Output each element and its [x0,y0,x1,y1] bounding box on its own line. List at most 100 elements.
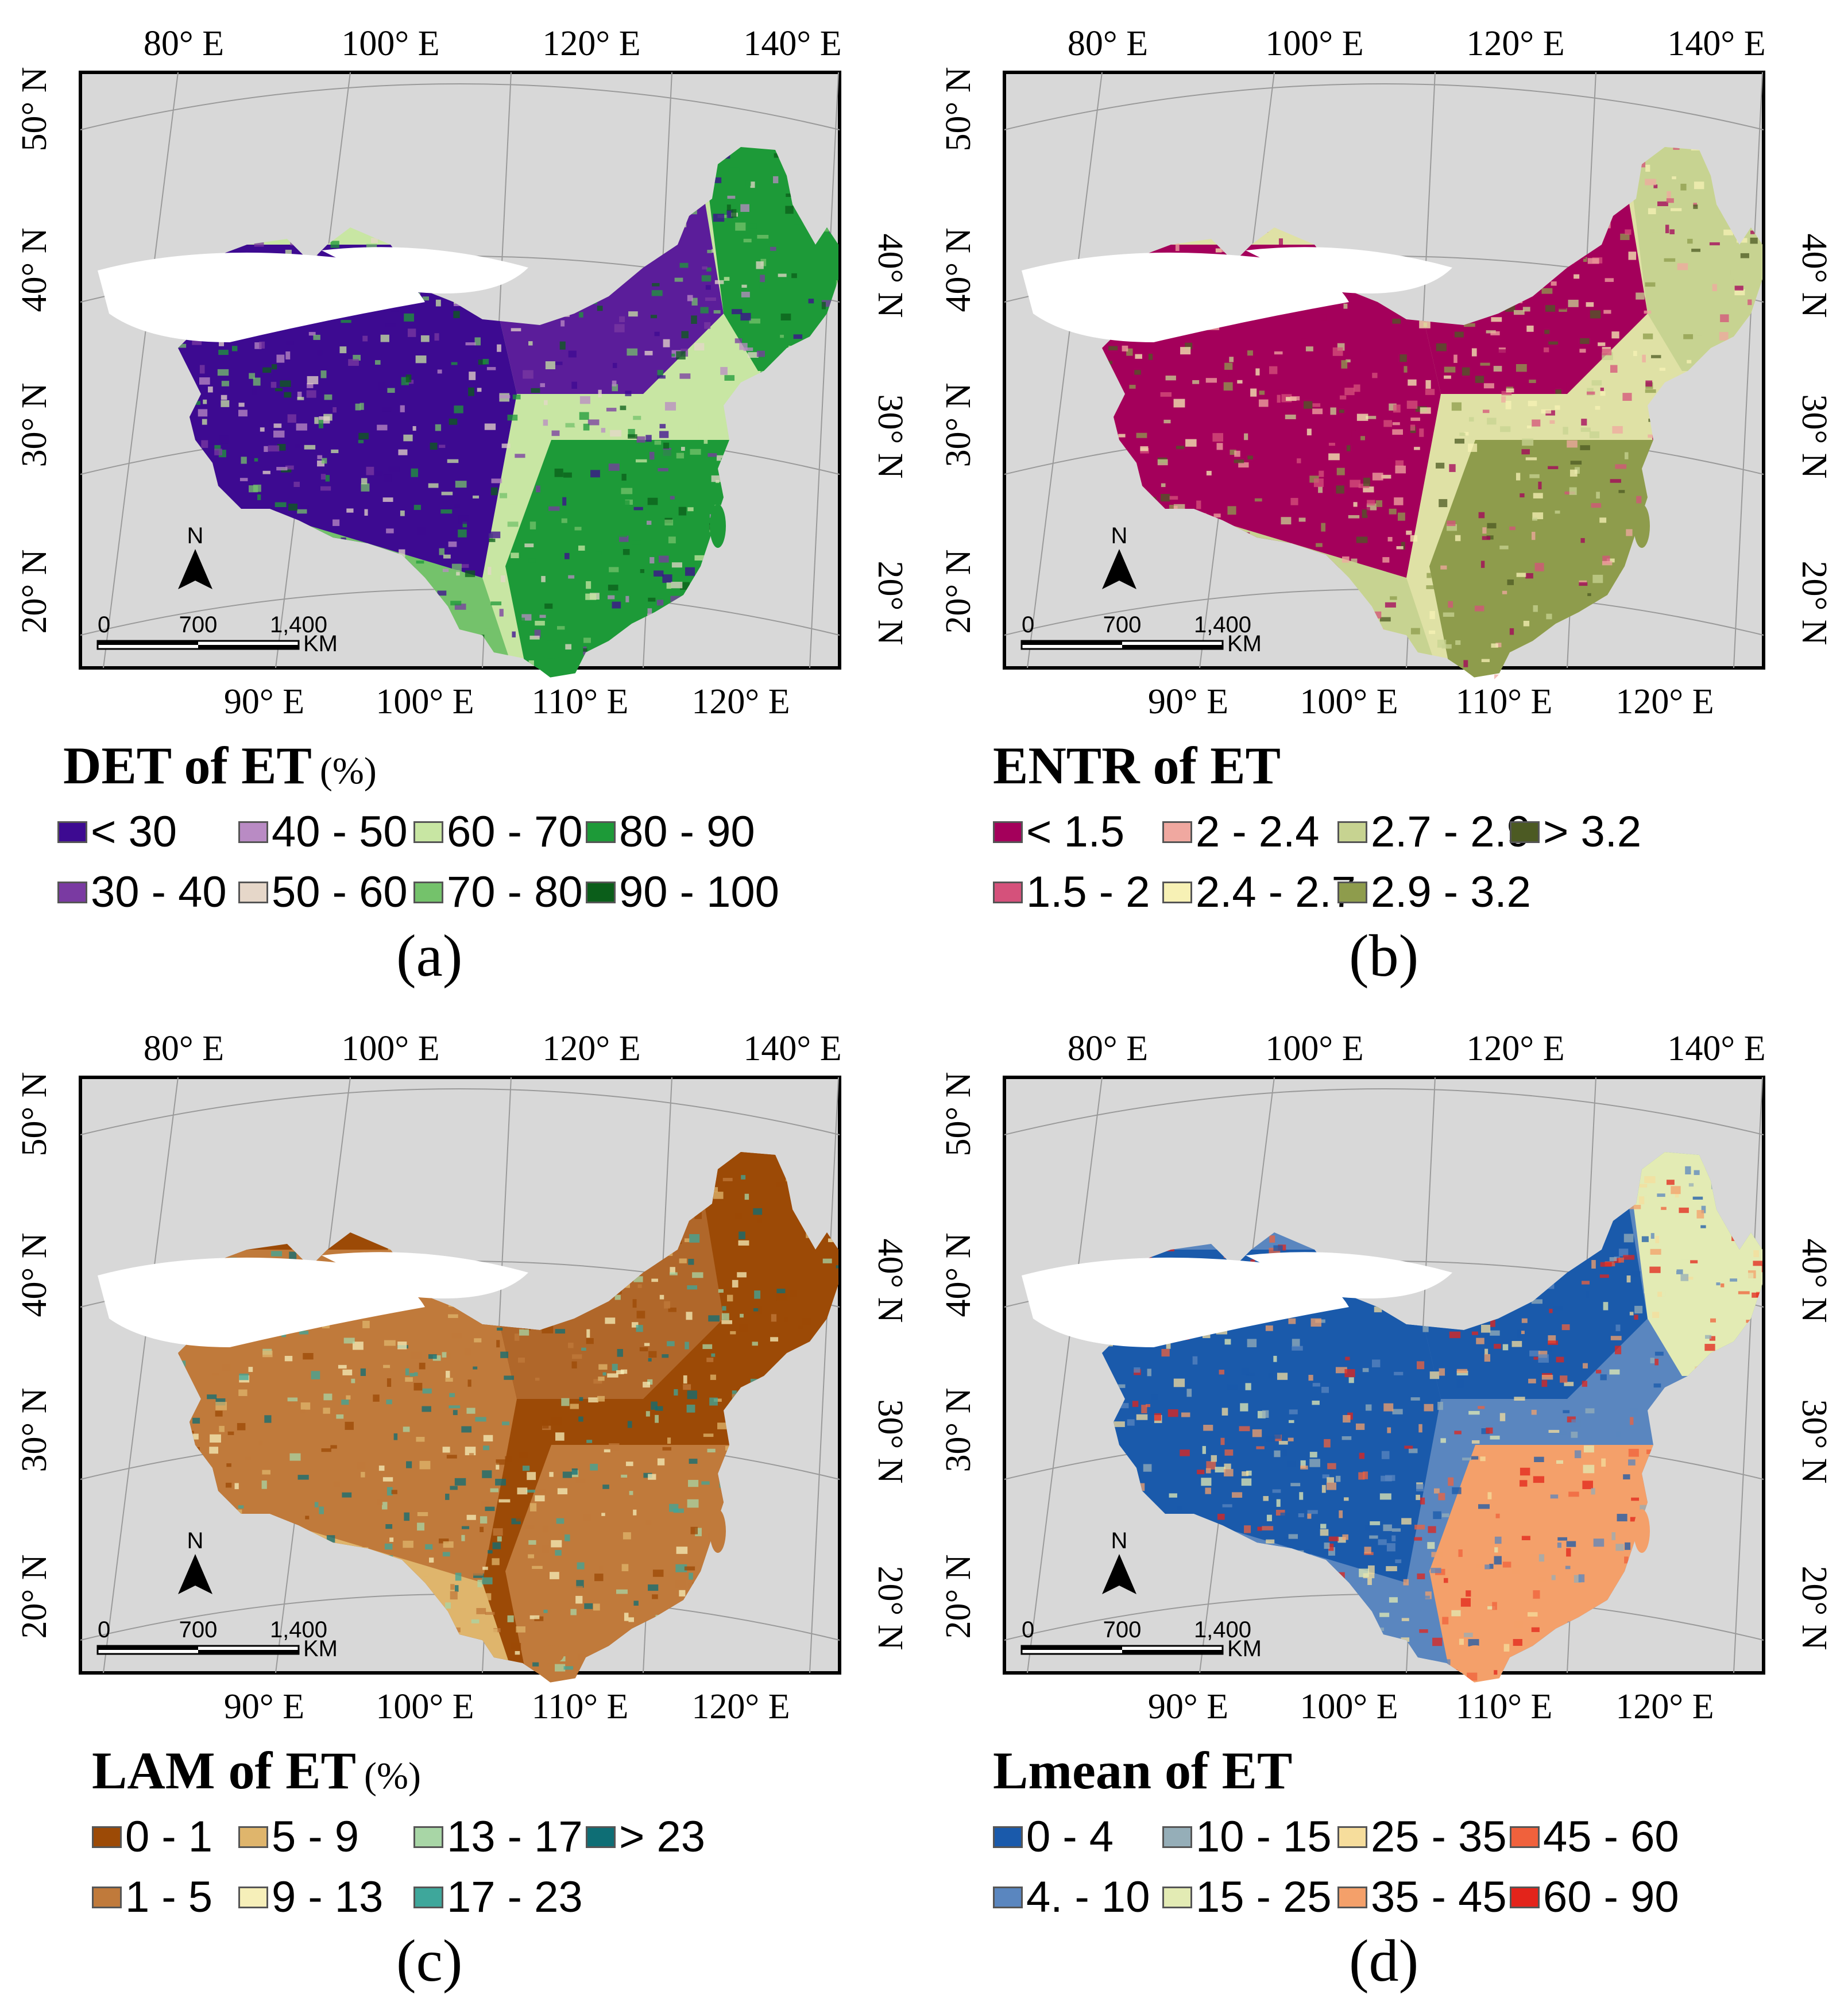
longitude-label-bottom: 90° E [1148,1687,1228,1726]
scale-tick-label: 1,400 [270,1617,327,1642]
legend-label: 40 - 50 [272,807,408,856]
legend-item: 17 - 23 [413,1872,583,1922]
legend-swatch [238,1826,268,1848]
longitude-label-top: 100° E [341,24,439,63]
latitude-label-left: 40° N [15,1232,54,1317]
longitude-line [809,72,839,668]
longitude-line [1027,72,1103,668]
legend-label: 10 - 15 [1196,1812,1332,1861]
legend-swatch [238,881,268,903]
legend-label: > 23 [619,1812,706,1861]
latitude-line [80,83,840,130]
legend-swatch [993,1826,1023,1848]
scale-bar [1020,1645,1224,1655]
longitude-label-top: 80° E [1068,1029,1148,1068]
legend-item: 2.9 - 3.2 [1337,867,1531,917]
legend-swatch [993,881,1023,903]
legend-swatch [993,1886,1023,1908]
longitude-line [103,1077,179,1673]
scale-unit: KM [303,631,338,656]
no-data-desert [1022,1257,1349,1347]
legend-label: 2.7 - 2.9 [1371,807,1531,856]
latitude-label-right: 20° N [1795,1565,1834,1650]
latitude-label-left: 20° N [15,1554,54,1638]
latitude-label-left: 50° N [939,67,978,151]
legend-label: 2.4 - 2.7 [1196,868,1356,917]
legend-item: 4. - 10 [993,1872,1150,1922]
latitude-label-left: 20° N [15,549,54,633]
legend-label: 9 - 13 [272,1873,384,1922]
legend-item: 60 - 90 [1510,1872,1679,1922]
latitude-label-right: 30° N [871,394,910,478]
legend-item: 5 - 9 [238,1812,359,1862]
legend-title: Lmean of ET [993,1740,1292,1801]
legend-item: 25 - 35 [1337,1812,1507,1862]
latitude-label-left: 40° N [939,1232,978,1317]
taiwan-island [1634,1509,1650,1553]
longitude-label-top: 120° E [1466,24,1564,63]
latitude-label-left: 20° N [939,1554,978,1638]
legend-item: 2 - 2.4 [1162,807,1319,857]
legend-label: 80 - 90 [619,807,755,856]
latitude-label-right: 40° N [871,1238,910,1323]
legend-unit: (%) [319,750,377,792]
legend-swatch [413,821,443,843]
north-arrow-icon [178,549,212,589]
legend-swatch [1337,881,1367,903]
longitude-label-top: 140° E [743,1029,841,1068]
north-label: N [187,523,204,548]
latitude-label-left: 30° N [939,382,978,467]
latitude-label-left: 40° N [939,227,978,312]
legend-swatch [1510,1886,1540,1908]
legend-label: 2 - 2.4 [1196,807,1320,856]
no-data-gobi [1246,1252,1452,1298]
map-figure-a: 80° E 100° E 120° E 140° E 90° E 100° E 110° E… [15,24,910,721]
legend-label: 0 - 1 [125,1812,213,1861]
scale-tick-label: 700 [1103,1617,1142,1642]
longitude-label-top: 140° E [1667,1029,1765,1068]
legend-item: 70 - 80 [413,867,583,917]
legend-label: < 30 [91,807,177,856]
latitude-label-right: 30° N [871,1399,910,1483]
legend-label: 25 - 35 [1371,1812,1507,1861]
legend-item: < 1.5 [993,807,1124,857]
legend-swatch [586,1826,616,1848]
scale-unit: KM [1227,631,1262,656]
legend-label: 1.5 - 2 [1026,868,1150,917]
no-data-gobi [322,247,528,293]
scale-tick-label: 1,400 [270,612,327,637]
legend-item: 15 - 25 [1162,1872,1332,1922]
legend-label: 45 - 60 [1543,1812,1679,1861]
longitude-label-top: 100° E [1265,1029,1363,1068]
longitude-label-bottom: 100° E [376,682,474,721]
taiwan-island [1634,504,1650,548]
legend-swatch [1337,821,1367,843]
legend-label: 60 - 90 [1543,1873,1679,1922]
legend-unit: (%) [364,1755,421,1797]
legend-label: 15 - 25 [1196,1873,1332,1922]
legend-item: 40 - 50 [238,807,408,857]
longitude-label-bottom: 110° E [1456,682,1553,721]
scale-tick-label: 700 [179,612,218,637]
longitude-line [103,72,179,668]
panel-label: (d) [1349,1928,1419,1994]
latitude-label-left: 20° N [939,549,978,633]
latitude-label-right: 40° N [1795,233,1834,318]
no-data-gobi [322,1252,528,1298]
latitude-line [1004,83,1764,130]
legend-swatch [57,821,87,843]
scale-tick-label: 0 [98,612,110,637]
longitude-label-top: 140° E [1667,24,1765,63]
scale-unit: KM [303,1636,338,1661]
legend-item: 1.5 - 2 [993,867,1150,917]
legend-swatch [413,1886,443,1908]
legend-label: > 3.2 [1543,807,1642,856]
legend-title-text: LAM of ET [92,1741,356,1800]
longitude-label-top: 100° E [1265,24,1363,63]
legend-item: 0 - 4 [993,1812,1114,1862]
taiwan-island [710,504,726,548]
legend-item: 13 - 17 [413,1812,583,1862]
map-panel-d: 80° E 100° E 120° E 140° E 90° E 100° E 110° E… [924,1005,1848,2010]
legend-label: 13 - 17 [447,1812,583,1861]
north-label: N [1111,523,1128,548]
